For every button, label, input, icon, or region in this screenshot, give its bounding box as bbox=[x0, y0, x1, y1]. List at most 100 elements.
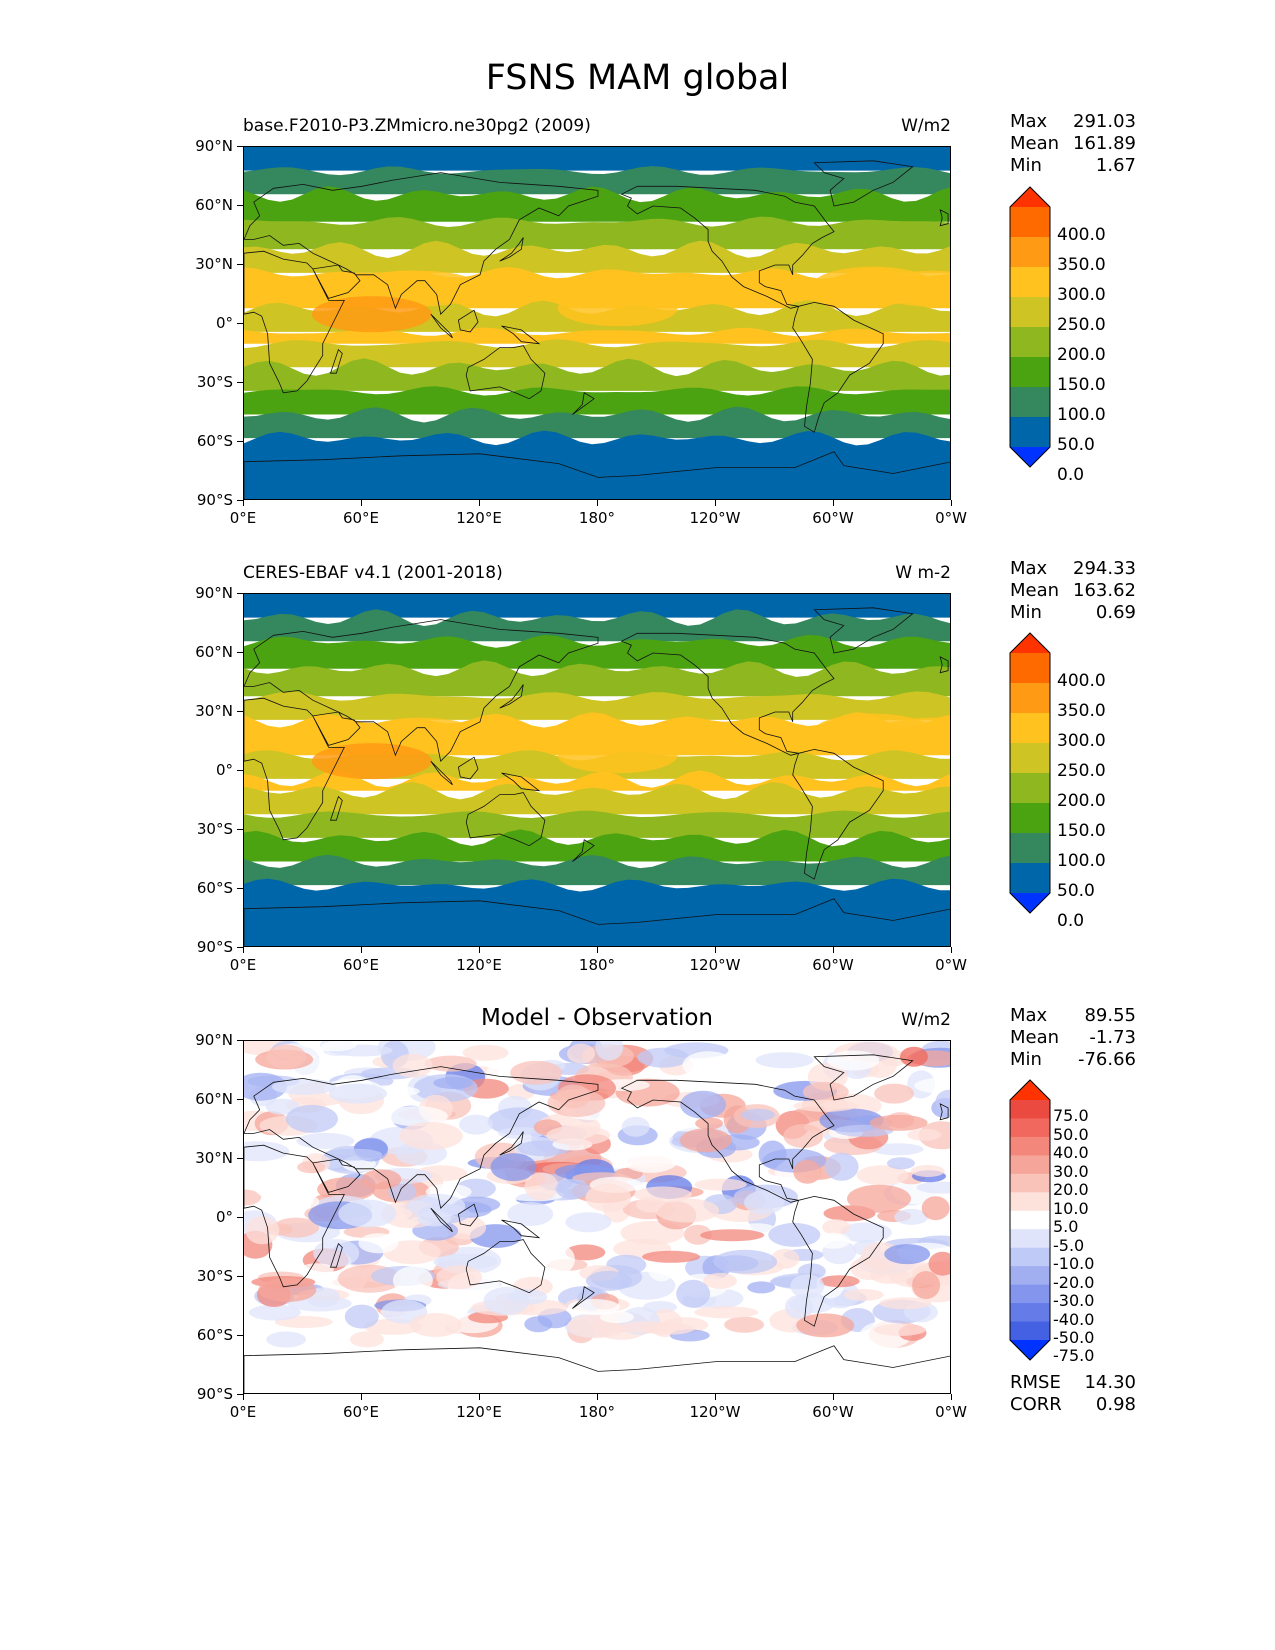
x-tick-mark bbox=[833, 1394, 834, 1400]
x-tick-mark bbox=[833, 947, 834, 953]
colorbar-label: 250.0 bbox=[1057, 761, 1106, 781]
colorbar-label: 50.0 bbox=[1053, 1124, 1089, 1144]
stat-label: Max bbox=[1010, 111, 1048, 132]
colorbar-label: 150.0 bbox=[1057, 375, 1106, 395]
y-tick-mark bbox=[237, 1217, 243, 1218]
colorbar-extend-max bbox=[1010, 1080, 1050, 1100]
x-tick-mark bbox=[361, 1394, 362, 1400]
colorbar-label: 350.0 bbox=[1057, 701, 1106, 721]
y-tick-mark bbox=[237, 947, 243, 948]
x-tick-mark bbox=[833, 500, 834, 506]
colorbar-segment bbox=[1010, 1284, 1050, 1304]
coastlines bbox=[244, 1054, 950, 1393]
colorbar-label: -40.0 bbox=[1053, 1309, 1095, 1329]
y-tick-mark bbox=[237, 1099, 243, 1100]
colorbar-segment bbox=[1010, 1100, 1050, 1119]
stat-row: Mean -1.73 bbox=[1010, 1027, 1136, 1049]
stat-value: 89.55 bbox=[1084, 1005, 1136, 1026]
colorbar-segment bbox=[1010, 1266, 1050, 1286]
x-tick-mark bbox=[361, 500, 362, 506]
x-tick-mark bbox=[951, 1394, 952, 1400]
stat-value: 1.67 bbox=[1095, 155, 1136, 176]
x-tick-label: 120°E bbox=[456, 1403, 502, 1421]
colorbar-segment bbox=[1010, 773, 1050, 804]
colorbar-segment bbox=[1010, 1192, 1050, 1212]
x-tick-mark bbox=[479, 1394, 480, 1400]
y-tick-label: 30°N bbox=[195, 255, 233, 273]
y-tick-mark bbox=[237, 1335, 243, 1336]
colorbar-segment bbox=[1010, 863, 1050, 894]
colorbar-segment bbox=[1010, 1118, 1050, 1138]
y-tick-label: 90°N bbox=[195, 137, 233, 155]
x-tick-mark bbox=[715, 500, 716, 506]
colorbar-segment bbox=[1010, 357, 1050, 388]
x-tick-label: 120°E bbox=[456, 956, 502, 974]
x-tick-label: 60°W bbox=[812, 509, 854, 527]
stat-row: CORR 0.98 bbox=[1010, 1394, 1136, 1416]
x-tick-label: 120°W bbox=[689, 509, 741, 527]
map-field bbox=[244, 1041, 950, 1393]
colorbar-segment bbox=[1010, 1173, 1050, 1193]
y-tick-label: 60°N bbox=[195, 1090, 233, 1108]
colorbar-label: -75.0 bbox=[1053, 1346, 1095, 1366]
colorbar-segment bbox=[1010, 833, 1050, 864]
y-tick-label: 30°N bbox=[195, 1149, 233, 1167]
x-tick-label: 0°E bbox=[229, 956, 257, 974]
x-tick-label: 60°W bbox=[812, 956, 854, 974]
stat-label: Mean bbox=[1010, 1027, 1060, 1048]
colorbar-segment bbox=[1010, 237, 1050, 268]
panel-units: W/m2 bbox=[901, 1010, 951, 1030]
colorbar-label: 300.0 bbox=[1057, 285, 1106, 305]
x-tick-label: 120°E bbox=[456, 509, 502, 527]
colorbar-extend-max bbox=[1010, 187, 1050, 207]
stat-row: Min -76.66 bbox=[1010, 1049, 1136, 1071]
colorbar-label: 400.0 bbox=[1057, 671, 1106, 691]
colorbar-label: 150.0 bbox=[1057, 821, 1106, 841]
stat-label: Max bbox=[1010, 1005, 1048, 1026]
x-tick-label: 180° bbox=[578, 1403, 616, 1421]
colorbar-segment bbox=[1010, 327, 1050, 358]
colorbar bbox=[1009, 186, 1051, 468]
colorbar-segment bbox=[1010, 267, 1050, 298]
colorbar-segment bbox=[1010, 1155, 1050, 1175]
x-tick-label: 60°E bbox=[342, 509, 380, 527]
x-tick-mark bbox=[361, 947, 362, 953]
colorbar-label: 250.0 bbox=[1057, 315, 1106, 335]
colorbar-segment bbox=[1010, 653, 1050, 684]
stat-value: 161.89 bbox=[1073, 133, 1136, 154]
colorbar-segment bbox=[1010, 1136, 1050, 1156]
colorbar bbox=[1009, 1079, 1051, 1361]
y-tick-label: 60°N bbox=[195, 196, 233, 214]
colorbar-segment bbox=[1010, 1321, 1050, 1341]
colorbar-segment bbox=[1010, 683, 1050, 714]
stat-row: Min 0.69 bbox=[1010, 602, 1136, 624]
stat-row: Max 291.03 bbox=[1010, 111, 1136, 133]
colorbar-segment bbox=[1010, 1303, 1050, 1323]
x-tick-mark bbox=[479, 500, 480, 506]
stat-label: Mean bbox=[1010, 133, 1060, 154]
y-tick-label: 0° bbox=[215, 1208, 233, 1226]
colorbar-label: 200.0 bbox=[1057, 345, 1106, 365]
colorbar-label: 0.0 bbox=[1057, 911, 1085, 931]
y-tick-mark bbox=[237, 829, 243, 830]
panel-center-title: Model - Observation bbox=[480, 1005, 714, 1031]
y-tick-mark bbox=[237, 1394, 243, 1395]
colorbar-label: 30.0 bbox=[1053, 1161, 1089, 1181]
colorbar-extend-min bbox=[1010, 893, 1050, 913]
colorbar-label: 40.0 bbox=[1053, 1143, 1089, 1163]
stat-label: Min bbox=[1010, 1049, 1042, 1070]
colorbar-label: 50.0 bbox=[1057, 435, 1095, 455]
colorbar-label: -20.0 bbox=[1053, 1272, 1095, 1292]
stat-label: Min bbox=[1010, 602, 1042, 623]
stat-label: Mean bbox=[1010, 580, 1060, 601]
y-tick-mark bbox=[237, 500, 243, 501]
stat-row: Max 294.33 bbox=[1010, 558, 1136, 580]
y-tick-mark bbox=[237, 146, 243, 147]
colorbar-segment bbox=[1010, 387, 1050, 418]
y-tick-mark bbox=[237, 770, 243, 771]
y-tick-mark bbox=[237, 382, 243, 383]
y-tick-label: 60°S bbox=[196, 432, 233, 450]
x-tick-mark bbox=[951, 500, 952, 506]
stat-value: -1.73 bbox=[1089, 1027, 1136, 1048]
stat-row: Min 1.67 bbox=[1010, 155, 1136, 177]
